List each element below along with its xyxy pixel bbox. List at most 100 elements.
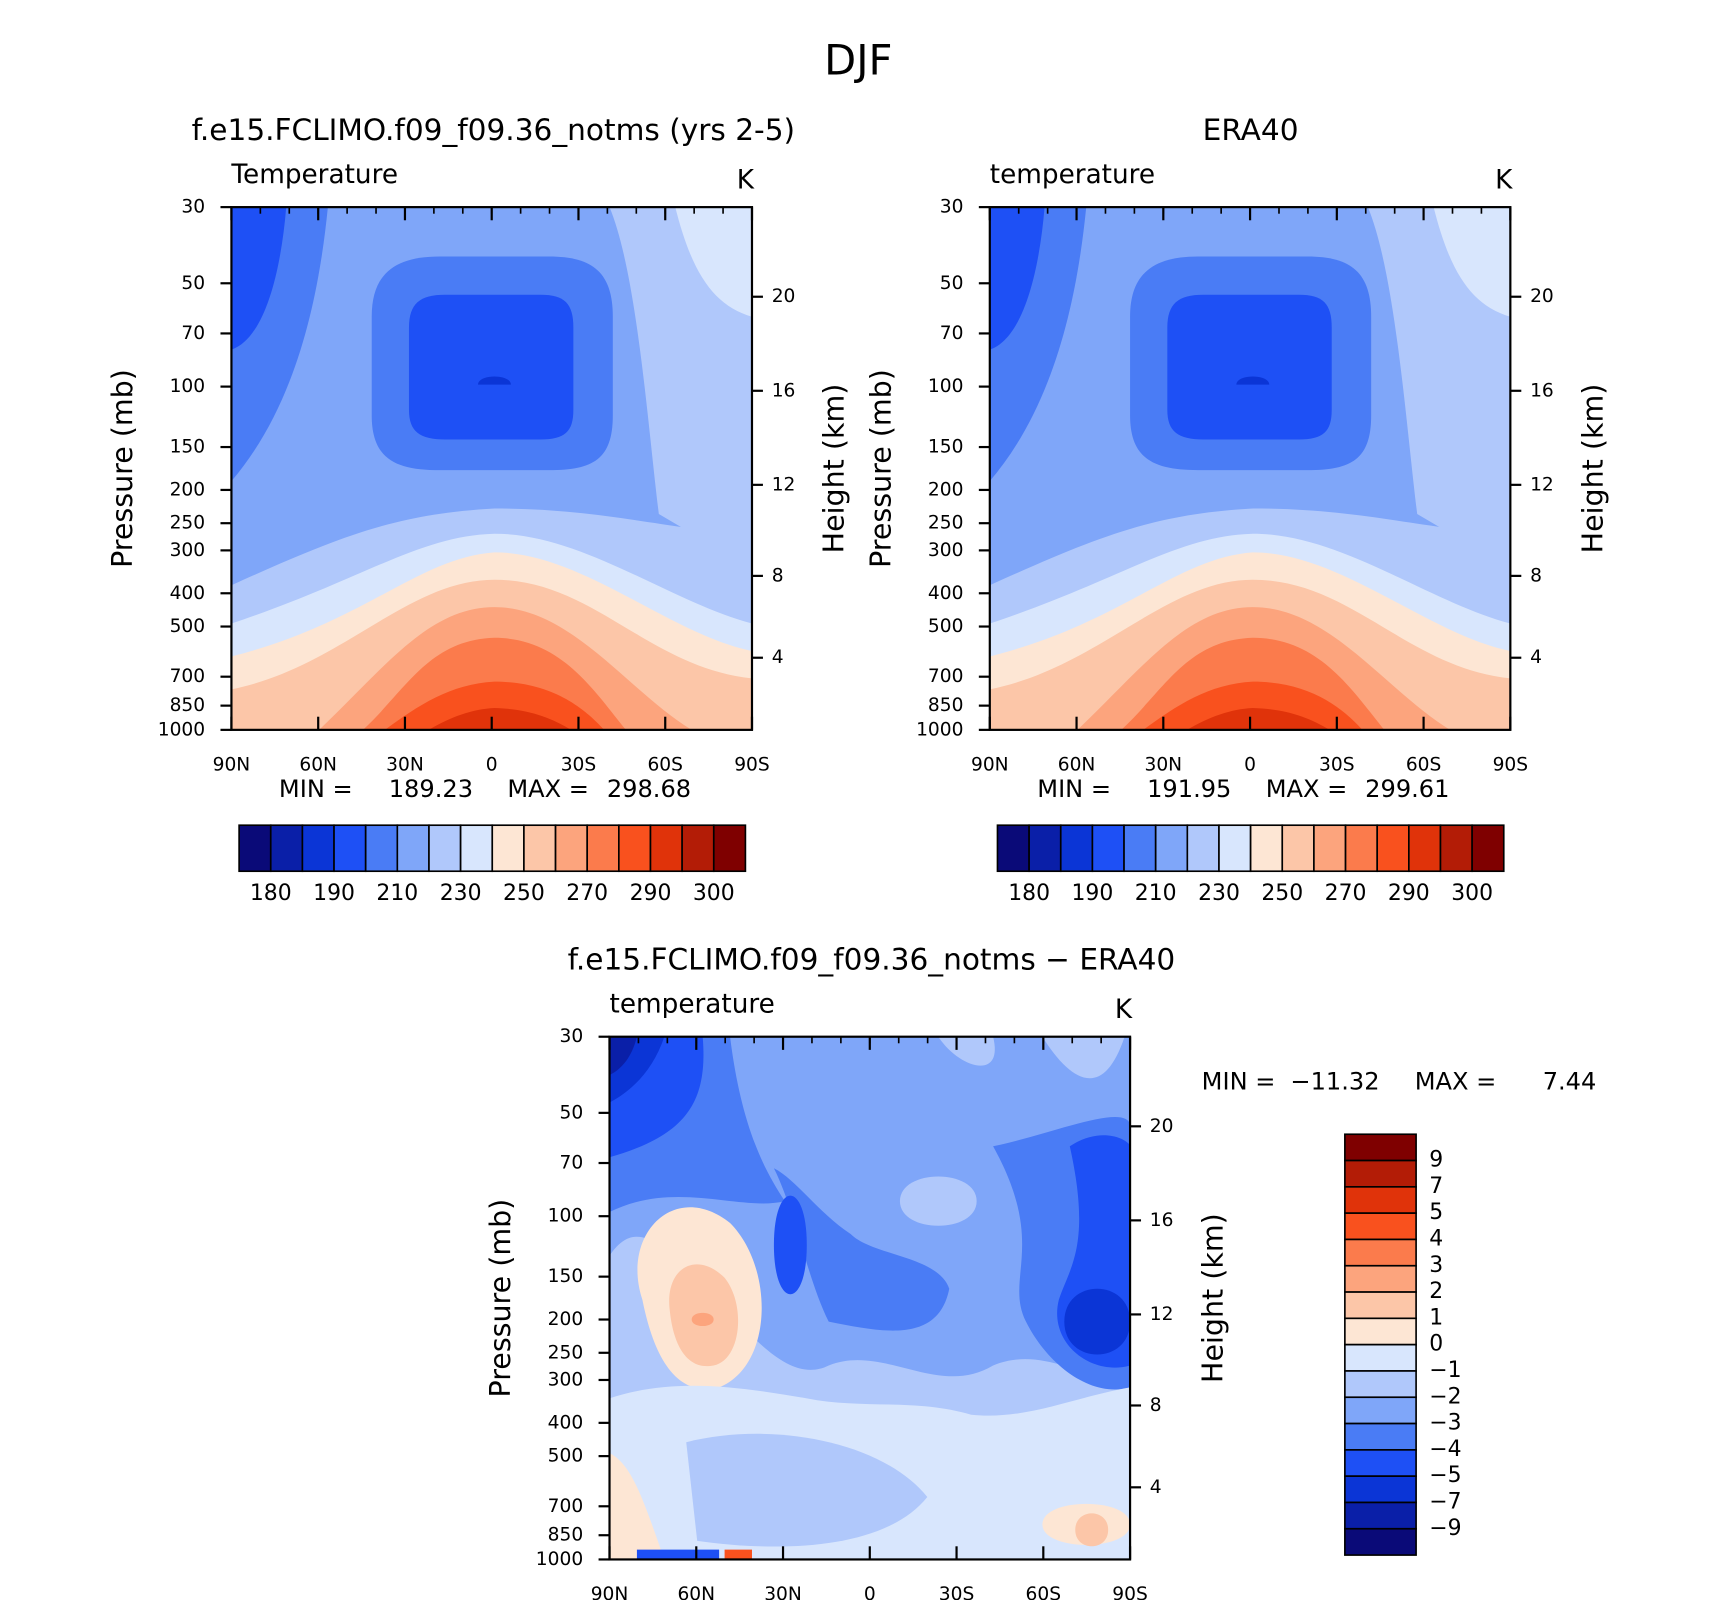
colorbar-label: 7 [1429,1174,1443,1199]
y-tick-label: 30 [560,1026,584,1047]
colorbar-box [491,824,525,873]
colorbar-box [1091,824,1125,873]
x-tick-label: 60S [1406,754,1442,775]
y-tick-label: 100 [170,376,206,397]
colorbar-label: 0 [1429,1332,1443,1357]
colorbar-box [586,824,620,873]
y-tick-label: 400 [548,1412,584,1433]
x-tick-label: 60N [1058,754,1096,775]
colorbar-label: −5 [1429,1463,1461,1488]
colorbar-label: 2 [1429,1279,1443,1304]
y-tick-label: 1000 [916,719,963,740]
contour-region [1433,207,1511,317]
y-tick-label: 50 [940,273,964,294]
contour-region [1167,294,1332,440]
contour-region [899,1176,977,1226]
colorbar-label: 230 [440,881,482,906]
contour-region [773,1195,807,1295]
colorbar-label: −3 [1429,1411,1461,1436]
y2-tick-label: 16 [772,380,796,401]
colorbar-label: 4 [1429,1226,1443,1251]
y2-tick-label: 12 [1530,474,1554,495]
x-tick-label: 60S [1026,1584,1062,1600]
contour-region [1075,1513,1109,1547]
colorbar-box [238,824,272,873]
colorbar-box [523,824,557,873]
contour-field [231,207,752,730]
x-tick-label: 90N [213,754,251,775]
colorbar-label: 180 [1008,881,1050,906]
colorbar-box [1344,1396,1417,1425]
y2-tick-label: 4 [1530,647,1542,668]
panel-title: f.e15.FCLIMO.f09_f09.36_notms − ERA40 [568,943,1176,977]
max-value: 298.68 [607,775,691,803]
contour-region [691,1312,714,1327]
colorbar-box [554,824,589,873]
contour-region [609,207,752,569]
colorbar-label: 300 [1451,881,1493,906]
y-tick-label: 300 [548,1369,584,1390]
y-tick-label: 150 [548,1266,584,1287]
max-label: MAX = [1415,1068,1497,1096]
colorbar-box [1439,824,1473,873]
colorbar-label: 180 [250,881,292,906]
colorbar-box [681,824,715,873]
contour-field [609,1036,1131,1560]
colorbar-box [618,824,652,873]
y-tick-label: 400 [170,583,206,604]
colorbar-box [1249,824,1284,873]
colorbar-label: 250 [503,881,545,906]
colorbar-box [428,824,462,873]
y-tick-label: 1000 [536,1549,583,1570]
contour-region [609,1036,637,1076]
y-tick-label: 1000 [158,719,205,740]
colorbar-box [1344,1449,1417,1477]
colorbar-box [459,824,494,873]
x-tick-label: 30S [1319,754,1355,775]
colorbar-label: 210 [376,881,418,906]
units: K [737,165,755,195]
colorbar-box [1344,1422,1417,1451]
y-tick-label: 300 [928,540,964,561]
y-tick-label: 850 [548,1525,584,1546]
colorbar-box [1344,1264,1417,1293]
contour-region [636,1549,720,1560]
x-tick-label: 60N [677,1584,715,1600]
y-tick-label: 150 [170,437,206,458]
colorbar-box [1313,824,1347,873]
y2-axis-label: Height (km) [1196,1213,1229,1383]
colorbar-label: −1 [1429,1358,1461,1383]
contour-region [938,1036,995,1066]
contour-region [724,1549,752,1560]
colorbar-label: 270 [1325,881,1367,906]
max-label: MAX = [1266,775,1348,803]
contour-region [1236,376,1270,385]
y-tick-label: 500 [170,616,206,637]
panel-subtitle: temperature [990,160,1155,190]
colorbar-box [1344,1475,1417,1504]
colorbar-box [1376,824,1410,873]
max-label: MAX = [507,775,589,803]
y-tick-label: 250 [170,513,206,534]
y-tick-label: 30 [940,197,964,218]
y-tick-label: 500 [548,1446,584,1467]
x-tick-label: 90S [734,754,770,775]
y2-tick-label: 4 [1150,1477,1162,1498]
y2-tick-label: 16 [1150,1210,1174,1231]
min-value: −11.32 [1290,1068,1379,1096]
y-tick-label: 850 [170,695,206,716]
y-tick-label: 50 [181,273,205,294]
x-tick-label: 90N [971,754,1009,775]
contour-region [1042,1036,1125,1079]
contour-region [1367,207,1511,569]
colorbar-label: 270 [566,881,608,906]
colorbar-box [333,824,367,873]
y2-tick-label: 8 [1530,565,1542,586]
x-tick-label: 0 [864,1584,876,1600]
colorbar-box [1344,824,1379,873]
contour-region [675,207,752,317]
y-tick-label: 500 [928,616,964,637]
colorbar-box [1344,1527,1417,1556]
contour-region [428,707,572,730]
x-tick-label: 30S [939,1584,975,1600]
